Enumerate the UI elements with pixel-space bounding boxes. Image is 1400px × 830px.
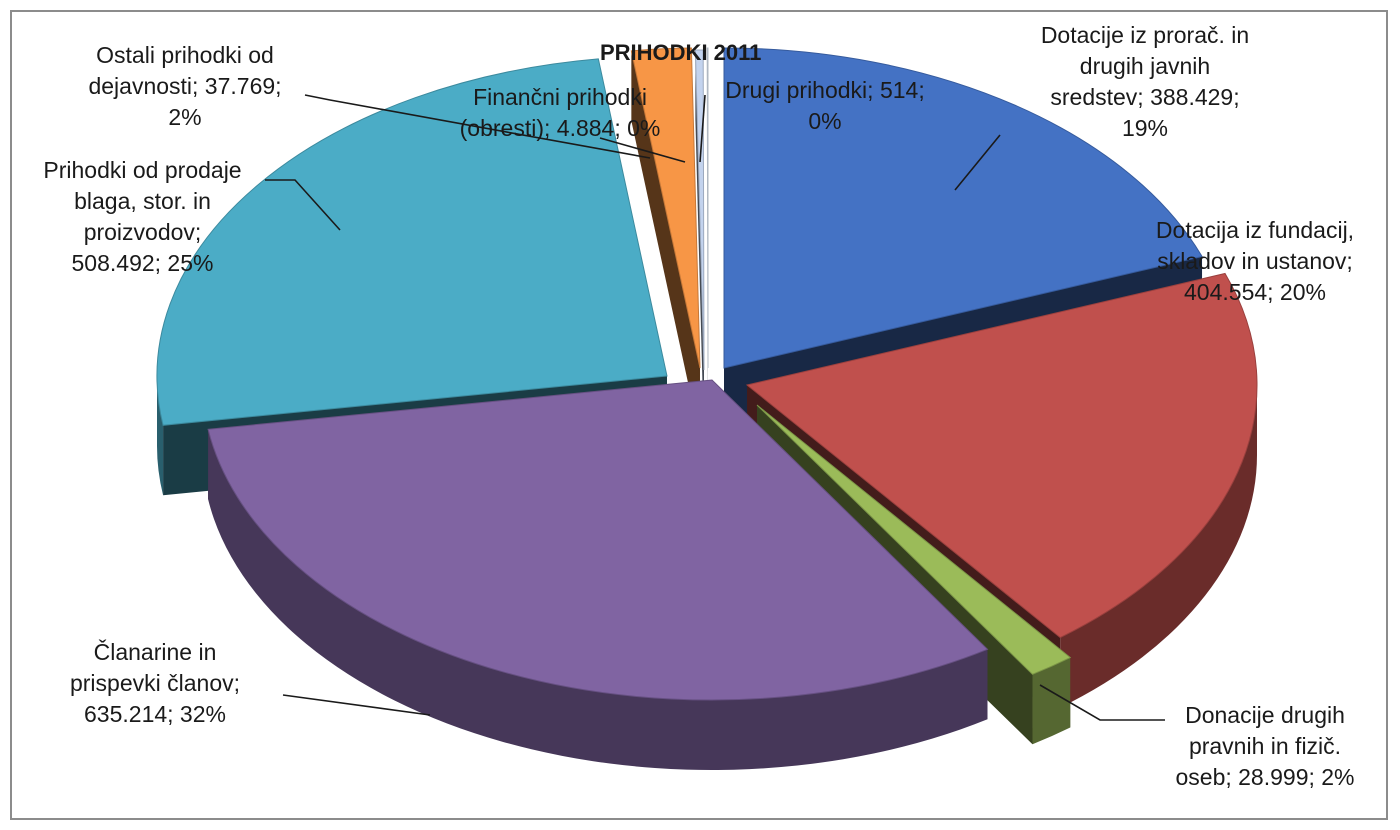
data-label-line: Članarine in: [93, 639, 217, 665]
data-label-line: Ostali prihodki od: [96, 42, 274, 68]
data-label-line: Dotacija iz fundacij,: [1155, 217, 1355, 243]
data-label-line: skladov in ustanov;: [1157, 248, 1353, 274]
data-label-financni: Finančni prihodki (obresti); 4.884; 0%: [420, 82, 700, 144]
data-label-line: 19%: [1121, 115, 1169, 141]
leader-line-dotacije-proracun: [954, 134, 1001, 191]
data-label-prodaja: Prihodki od prodaje blaga, stor. in proizv…: [5, 155, 280, 279]
pie-slice-prodaja: [156, 58, 668, 426]
leader-line-drugi: [699, 94, 706, 163]
pie-slice-rim-donacije: [1032, 657, 1071, 745]
data-label-line: Drugi prihodki; 514;: [725, 77, 925, 103]
pie-slice-dotacija-fundacij: [745, 272, 1258, 639]
chart-title: PRIHODKI 2011: [600, 40, 762, 65]
pie-slice-donacije: [756, 404, 1072, 675]
pie-slice-dotacije-proracun: [723, 47, 1203, 369]
leader-line-donacije: [1039, 684, 1165, 721]
data-label-line: (obresti); 4.884; 0%: [459, 115, 661, 141]
data-label-line: prispevki članov;: [69, 670, 241, 696]
pie-slice-rim-dotacija-fundacij: [1060, 385, 1257, 708]
data-label-line: Prihodki od prodaje: [43, 157, 242, 183]
data-label-line: 635.214; 32%: [84, 701, 226, 727]
data-label-line: dejavnosti; 37.769;: [88, 73, 282, 99]
data-label-line: 404.554; 20%: [1184, 279, 1326, 305]
data-label-line: blaga, stor. in: [74, 188, 211, 214]
data-label-line: 508.492; 25%: [71, 250, 214, 276]
pie-slice-ostali: [630, 47, 701, 369]
data-label-line: sredstev; 388.429;: [1050, 84, 1240, 110]
data-label-line: pravnih in fizič.: [1188, 733, 1342, 759]
leader-line-prodaja: [265, 179, 341, 231]
pie-slice-side-ostali: [631, 50, 700, 439]
data-label-clanarine: Članarine in prispevki članov; 635.214; 32…: [35, 637, 275, 730]
data-label-line: oseb; 28.999; 2%: [1175, 764, 1355, 790]
data-label-line: proizvodov;: [83, 219, 202, 245]
data-label-line: drugih javnih: [1079, 53, 1211, 79]
pie-slice-rim-prodaja: [157, 376, 164, 496]
data-label-line: 0%: [808, 108, 842, 134]
leader-line-financni: [599, 137, 686, 163]
data-label-line: 2%: [168, 104, 202, 130]
data-label-drugi: Drugi prihodki; 514; 0%: [690, 75, 960, 137]
pie-slice-clanarine: [207, 379, 989, 701]
data-label-donacije: Donacije drugih pravnih in fizič. oseb; 28…: [1145, 700, 1385, 793]
pie-slice-rim-clanarine: [208, 429, 988, 771]
data-label-dotacija-fundacij: Dotacija iz fundacij, skladov in ustanov;…: [1120, 215, 1390, 308]
data-label-dotacije-proracun: Dotacije iz prorač. in drugih javnih sreds…: [985, 20, 1305, 144]
data-label-ostali: Ostali prihodki od dejavnosti; 37.769; 2%: [50, 40, 320, 133]
pie-slice-drugi: [706, 47, 709, 369]
data-label-line: Donacije drugih: [1185, 702, 1345, 728]
data-label-line: Dotacije iz prorač. in: [1040, 22, 1250, 48]
data-label-line: Finančni prihodki: [473, 84, 647, 110]
leader-line-ostali: [304, 94, 651, 159]
leader-line-clanarine: [282, 694, 431, 716]
